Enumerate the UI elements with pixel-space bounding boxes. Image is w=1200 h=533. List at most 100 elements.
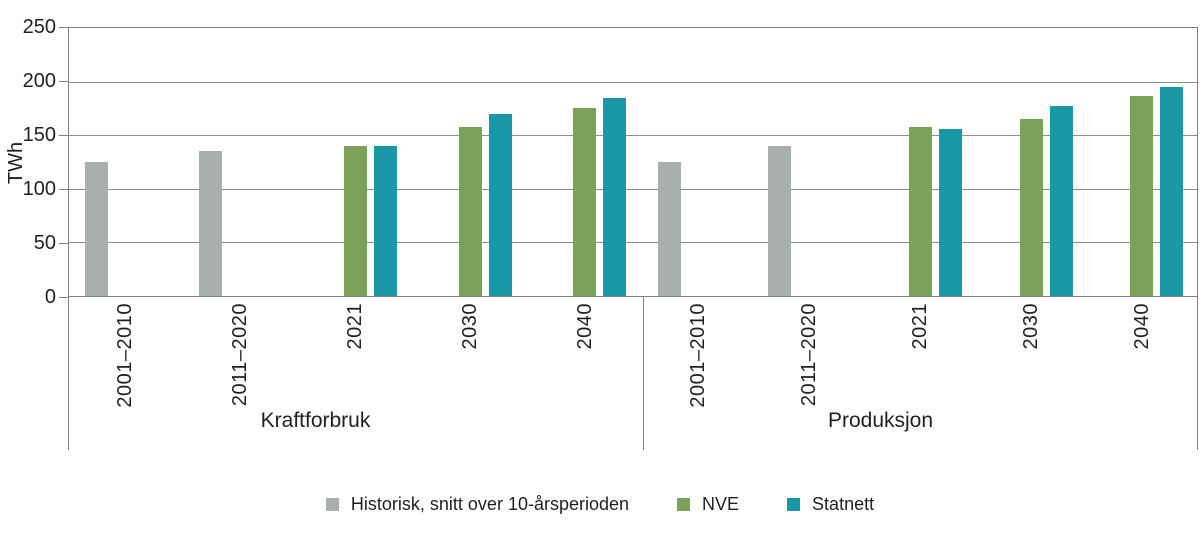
bar-statnett-2040: [1160, 87, 1184, 296]
bar-slot: [1016, 28, 1046, 296]
x-label-2021: 2021: [344, 303, 366, 350]
bar-slot: [600, 28, 630, 296]
y-tick-label-50: 50: [33, 232, 56, 254]
legend-item-0: Historisk, snitt over 10-årsperioden: [325, 493, 630, 515]
y-tick-100: [59, 189, 68, 190]
bar-slot: [795, 28, 825, 296]
bar-slot: [455, 28, 485, 296]
bar-slot: [111, 28, 141, 296]
x-label-2030: 2030: [459, 303, 481, 350]
bar-nve-2040: [1130, 96, 1154, 296]
x-label-slot: 2011–2020: [754, 303, 865, 421]
bars-group-0: [69, 28, 642, 296]
x-label-2040: 2040: [574, 303, 596, 350]
x-label-2001–2010: 2001–2010: [114, 303, 136, 408]
bar-nve-2030: [458, 127, 482, 296]
bar-slot: [875, 28, 905, 296]
plot-area: [68, 27, 1198, 297]
category-slot: [644, 28, 755, 296]
x-label-2011–2020: 2011–2020: [798, 303, 820, 407]
bar-nve-2021: [908, 127, 932, 296]
y-tick-label-250: 250: [22, 16, 56, 38]
group-label-kraftforbruk: Kraftforbruk: [260, 409, 371, 432]
gridline-200: [69, 82, 1197, 83]
bars-group-1: [644, 28, 1197, 296]
category-slot: [298, 28, 413, 296]
bar-slot: [226, 28, 256, 296]
bar-slot: [1046, 28, 1076, 296]
bar-slot: [935, 28, 965, 296]
x-label-slot: 2030: [976, 303, 1087, 421]
legend-swatch-1: [677, 497, 691, 511]
bar-statnett-2021: [373, 146, 397, 296]
legend-label-0: Historisk, snitt over 10-årsperioden: [350, 493, 630, 514]
bar-slot: [1157, 28, 1187, 296]
x-label-slot: 2001–2010: [68, 303, 183, 421]
bar-slot: [256, 28, 286, 296]
legend-label-2: Statnett: [812, 493, 875, 514]
gridline-50: [69, 242, 1197, 243]
bar-slot: [540, 28, 570, 296]
bar-historisk-2011–2020: [199, 151, 223, 296]
bar-slot: [370, 28, 400, 296]
y-tick-0: [59, 297, 68, 298]
frame-line-1: [643, 297, 644, 450]
x-label-slot: 2021: [865, 303, 976, 421]
x-label-2011–2020: 2011–2020: [229, 303, 251, 407]
x-label-2021: 2021: [909, 303, 931, 350]
bar-slot: [684, 28, 714, 296]
category-slot: [976, 28, 1087, 296]
category-slot: [184, 28, 299, 296]
bar-slot: [81, 28, 111, 296]
bar-slot: [340, 28, 370, 296]
legend-swatch-0: [325, 497, 339, 511]
legend-item-2: Statnett: [787, 494, 874, 515]
bar-nve-2021: [343, 146, 367, 296]
frame-line-0: [68, 297, 69, 450]
x-label-slot: 2011–2020: [183, 303, 298, 421]
legend-swatch-2: [787, 497, 801, 511]
category-slot: [865, 28, 976, 296]
category-slot: [69, 28, 184, 296]
bar-historisk-2001–2010: [84, 162, 108, 296]
bar-nve-2030: [1019, 119, 1043, 296]
bar-slot: [196, 28, 226, 296]
y-tick-50: [59, 243, 68, 244]
bar-slot: [570, 28, 600, 296]
y-tick-label-200: 200: [22, 70, 56, 92]
x-label-2040: 2040: [1131, 303, 1153, 350]
bar-slot: [141, 28, 171, 296]
bar-slot: [905, 28, 935, 296]
x-label-2030: 2030: [1020, 303, 1042, 350]
bar-slot: [425, 28, 455, 296]
category-slot: [755, 28, 866, 296]
y-tick-label-0: 0: [44, 286, 56, 308]
x-label-slot: 2001–2010: [643, 303, 754, 421]
legend: Historisk, snitt over 10-årsperioden NVE S…: [0, 489, 1200, 519]
x-label-slot: 2021: [298, 303, 413, 421]
bar-slot: [825, 28, 855, 296]
bar-statnett-2030: [488, 114, 512, 296]
y-tick-150: [59, 135, 68, 136]
x-labels-group-1: 2001–2010 2011–2020 2021 2030 2040: [643, 303, 1198, 421]
category-slot: [527, 28, 642, 296]
bar-slot: [310, 28, 340, 296]
bar-slot: [1127, 28, 1157, 296]
legend-item-1: NVE: [677, 494, 739, 515]
category-slot: [413, 28, 528, 296]
y-tick-250: [59, 27, 68, 28]
x-label-slot: 2040: [1087, 303, 1198, 421]
bar-slot: [654, 28, 684, 296]
category-slot: [1086, 28, 1197, 296]
bar-statnett-2030: [1049, 106, 1073, 296]
bar-slot: [765, 28, 795, 296]
x-label-2001–2010: 2001–2010: [687, 303, 709, 408]
bar-statnett-2021: [938, 129, 962, 296]
legend-label-1: NVE: [702, 493, 740, 514]
bar-historisk-2011–2020: [768, 146, 792, 296]
bar-slot: [986, 28, 1016, 296]
frame-line-2: [1197, 297, 1198, 450]
gridline-150: [69, 135, 1197, 136]
bar-historisk-2001–2010: [657, 162, 681, 296]
